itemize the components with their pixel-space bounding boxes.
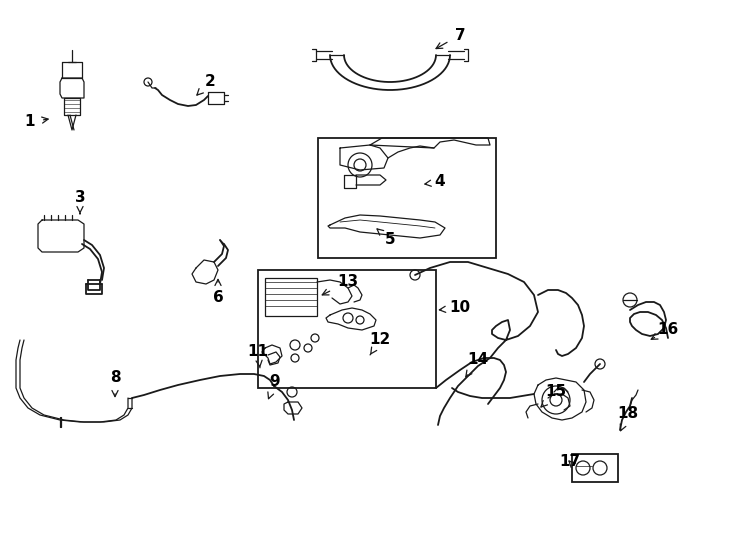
- Text: 4: 4: [425, 174, 446, 190]
- Text: 8: 8: [109, 370, 120, 396]
- Text: 6: 6: [213, 279, 223, 306]
- Text: 2: 2: [197, 75, 215, 95]
- Text: 16: 16: [651, 322, 679, 339]
- Text: 12: 12: [369, 333, 390, 355]
- Text: 5: 5: [377, 229, 396, 247]
- Text: 15: 15: [541, 384, 567, 407]
- Text: 7: 7: [436, 28, 465, 49]
- Text: 9: 9: [268, 375, 280, 399]
- Bar: [572, 454, 618, 482]
- Bar: [318, 138, 496, 258]
- Text: 13: 13: [322, 274, 359, 295]
- Text: 11: 11: [247, 345, 269, 368]
- Bar: [258, 270, 436, 388]
- Text: 14: 14: [466, 353, 489, 377]
- Text: 3: 3: [75, 191, 85, 214]
- Bar: [265, 278, 317, 316]
- Text: 10: 10: [440, 300, 470, 315]
- Text: 17: 17: [559, 455, 581, 469]
- Text: 18: 18: [617, 407, 639, 431]
- Text: 1: 1: [25, 114, 48, 130]
